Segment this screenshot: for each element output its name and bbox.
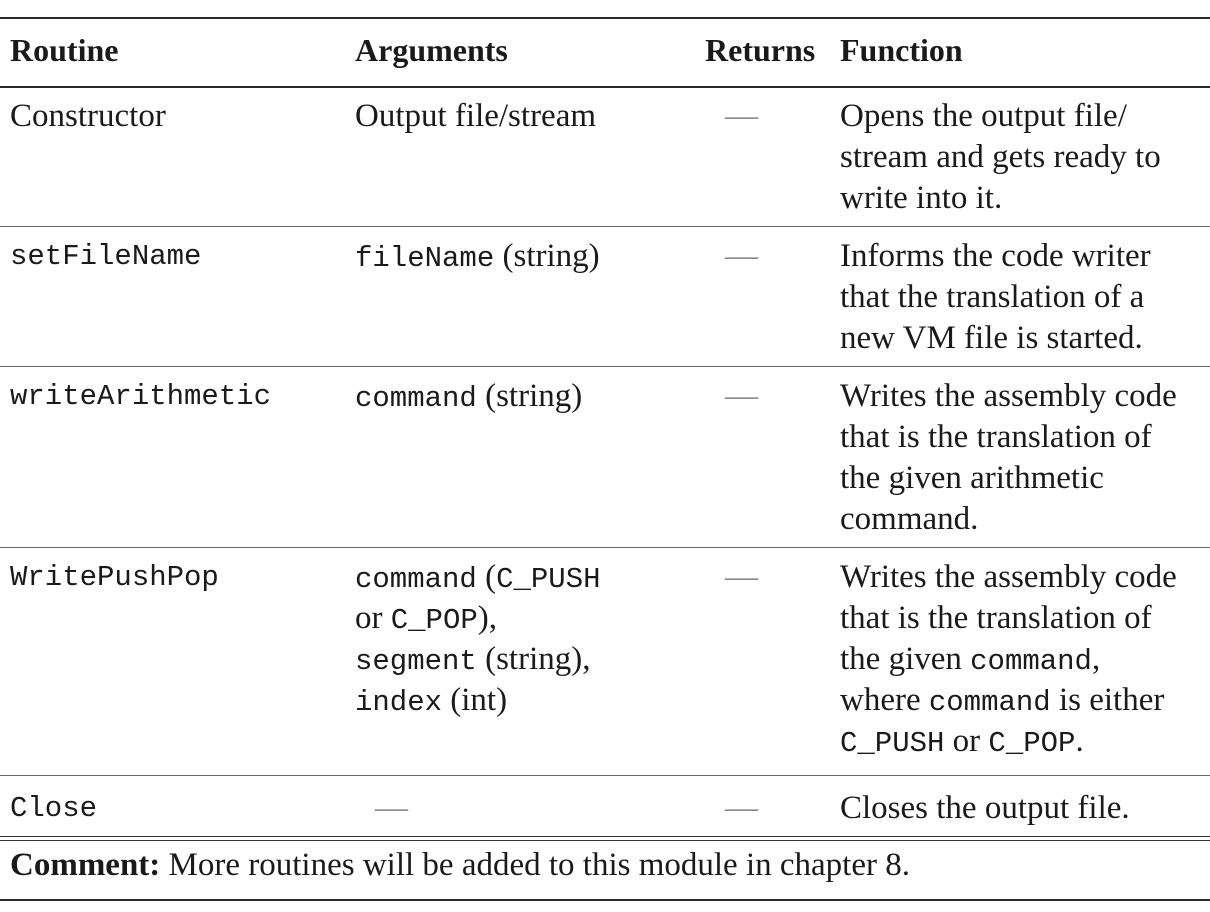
header-routine: Routine xyxy=(10,32,119,68)
row-writearithmetic-returns: — xyxy=(725,378,758,414)
row-constructor-returns: — xyxy=(725,98,758,134)
row-setfilename-function-line2: that the translation of a xyxy=(840,279,1145,315)
row-constructor-function-line1: Opens the output file/ xyxy=(840,98,1127,134)
row-writearithmetic-function-line1: Writes the assembly code xyxy=(840,378,1177,414)
row-close-returns: — xyxy=(725,790,758,826)
row-close-routine: Close xyxy=(10,792,98,825)
row-writearithmetic-function-line4: command. xyxy=(840,501,979,537)
row-writepushpop-routine: WritePushPop xyxy=(10,561,219,594)
row-divider xyxy=(0,775,1210,776)
row-writepushpop-function-line1: Writes the assembly code xyxy=(840,559,1177,595)
row-setfilename-function-line1: Informs the code writer xyxy=(840,238,1151,274)
row-setfilename-arguments: fileName (string) xyxy=(355,238,600,275)
row-constructor-function-line2: stream and gets ready to xyxy=(840,139,1161,175)
row-constructor-arguments: Output file/stream xyxy=(355,98,597,134)
table-top-rule xyxy=(0,17,1210,19)
row-writepushpop-args-line2: or C_POP), xyxy=(355,600,498,637)
row-writearithmetic-routine: writeArithmetic xyxy=(10,380,272,413)
row-writepushpop-args-line4: index (int) xyxy=(355,682,508,719)
header-rule xyxy=(0,86,1210,88)
row-writepushpop-function-line2: that is the translation of xyxy=(840,600,1152,636)
row-writepushpop-args-line1: command (C_PUSH xyxy=(355,559,601,596)
row-divider xyxy=(0,547,1210,548)
table-end-rule-2 xyxy=(0,840,1210,841)
row-constructor-routine: Constructor xyxy=(10,98,166,134)
header-returns: Returns xyxy=(705,32,816,68)
row-setfilename-returns: — xyxy=(725,238,758,274)
row-writearithmetic-function-line3: the given arithmetic xyxy=(840,460,1104,496)
row-close-function-line1: Closes the output file. xyxy=(840,790,1130,826)
header-arguments: Arguments xyxy=(355,32,508,68)
row-setfilename-function-line3: new VM file is started. xyxy=(840,320,1143,356)
row-writepushpop-function-line3: the given command, xyxy=(840,641,1101,678)
row-writepushpop-args-line3: segment (string), xyxy=(355,641,591,678)
row-constructor-function-line3: write into it. xyxy=(840,180,1003,216)
row-divider xyxy=(0,366,1210,367)
row-writepushpop-function-line4: where command is either xyxy=(840,682,1165,719)
table-end-rule xyxy=(0,836,1210,837)
row-writepushpop-returns: — xyxy=(725,559,758,595)
row-writearithmetic-arguments: command (string) xyxy=(355,378,583,415)
row-setfilename-routine: setFileName xyxy=(10,240,202,273)
row-writearithmetic-function-line2: that is the translation of xyxy=(840,419,1152,455)
table-bottom-rule xyxy=(0,899,1210,901)
row-divider xyxy=(0,226,1210,227)
row-writepushpop-function-line5: C_PUSH or C_POP. xyxy=(840,723,1084,760)
row-close-arguments: — xyxy=(375,790,408,826)
table-comment: Comment: More routines will be added to … xyxy=(10,847,910,883)
header-function: Function xyxy=(840,32,963,68)
